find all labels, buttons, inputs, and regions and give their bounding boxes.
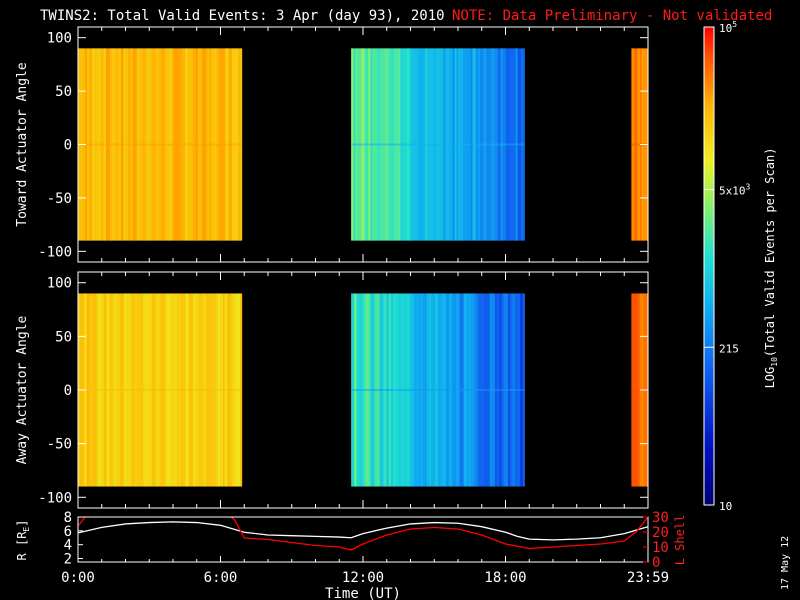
heatmap-zero-band	[631, 389, 649, 391]
y-axis-label: Toward Actuator Angle	[15, 62, 30, 227]
x-tick-label: 18:00	[484, 570, 526, 586]
left-axis-label-end: ]	[15, 520, 29, 527]
colorbar-tick-label: 215	[719, 342, 739, 355]
colorbar-label-sub: 10	[770, 357, 779, 367]
heatmap-zero-band	[631, 143, 649, 146]
right-axis-label: L Shell	[673, 515, 687, 566]
y-tick-label: 0	[64, 383, 72, 399]
x-tick-label: 0:00	[61, 570, 95, 586]
x-tick-label: 23:59	[627, 570, 669, 586]
radius-line	[78, 521, 648, 541]
away-heatmap-panel: 100 50 0 -50 -100 Away Actuator Angle	[15, 271, 649, 509]
y-tick-label: 50	[55, 84, 72, 100]
y-tick-label: 100	[47, 276, 72, 292]
y-tick-label: -100	[38, 244, 72, 260]
colorbar-tick-label: 105	[719, 20, 737, 35]
y-tick-label: -50	[47, 191, 72, 207]
heatmap-zero-band	[351, 143, 525, 146]
colorbar-label-main: LOG	[763, 367, 777, 389]
left-axis-label-main: R [R	[15, 531, 29, 561]
colorbar-label: LOG10(Total Valid Events per Scan)	[763, 148, 779, 389]
left-tick-label: 6	[64, 524, 72, 540]
toward-heatmap-panel: 100 50 0 -50 -100 Toward Actuator Angle	[15, 26, 649, 263]
y-tick-label: 0	[64, 138, 72, 154]
colorbar: LOG10(Total Valid Events per Scan) 1055x…	[703, 20, 779, 513]
heatmap-zero-band	[78, 389, 242, 391]
date-stamp: 17 May 12	[780, 536, 791, 590]
colorbar-tick-base: 5x10	[719, 185, 746, 198]
heatmap-segment-0	[78, 48, 243, 241]
x-tick-label: 12:00	[342, 570, 384, 586]
colorbar-tick-base: 10	[719, 500, 732, 513]
left-tick-label: 8	[64, 510, 72, 526]
y-axis-label: Away Actuator Angle	[15, 315, 30, 464]
colorbar-tick-base: 10	[719, 22, 732, 35]
right-tick-label: 0	[652, 555, 660, 571]
colorbar-tick-label: 10	[719, 500, 732, 513]
left-axis-label: R [RE]	[15, 520, 31, 561]
x-axis-label: Time (UT)	[325, 586, 401, 600]
lshell-line	[78, 517, 648, 551]
y-tick-label: -50	[47, 437, 72, 453]
heatmap-zero-band	[351, 389, 525, 391]
colorbar-label-end: (Total Valid Events per Scan)	[763, 148, 777, 358]
left-tick-label: 4	[64, 538, 72, 554]
chart-title: TWINS2: Total Valid Events: 3 Apr (day 9…	[40, 8, 445, 24]
colorbar-tick-sup: 5	[732, 20, 737, 29]
y-tick-label: -100	[38, 490, 72, 506]
right-tick-label: 10	[652, 540, 669, 556]
heatmap-segment-1	[351, 48, 525, 241]
heatmap-zero-band	[78, 143, 242, 146]
colorbar-tick-label: 5x103	[719, 183, 751, 198]
colorbar-tick-sup: 3	[746, 183, 751, 192]
left-tick-label: 2	[64, 552, 72, 568]
right-tick-label: 30	[652, 510, 669, 526]
right-tick-label: 20	[652, 525, 669, 541]
heatmap-segment-1	[351, 293, 525, 487]
y-tick-label: 100	[47, 31, 72, 47]
x-tick-label: 6:00	[204, 570, 238, 586]
heatmap-segment-0	[78, 293, 243, 487]
y-tick-label: 50	[55, 329, 72, 345]
colorbar-tick-base: 215	[719, 342, 739, 355]
preliminary-note: NOTE: Data Preliminary - Not validated	[452, 8, 772, 24]
colorbar-gradient	[703, 26, 715, 506]
left-axis-label-sub: E	[22, 527, 31, 532]
